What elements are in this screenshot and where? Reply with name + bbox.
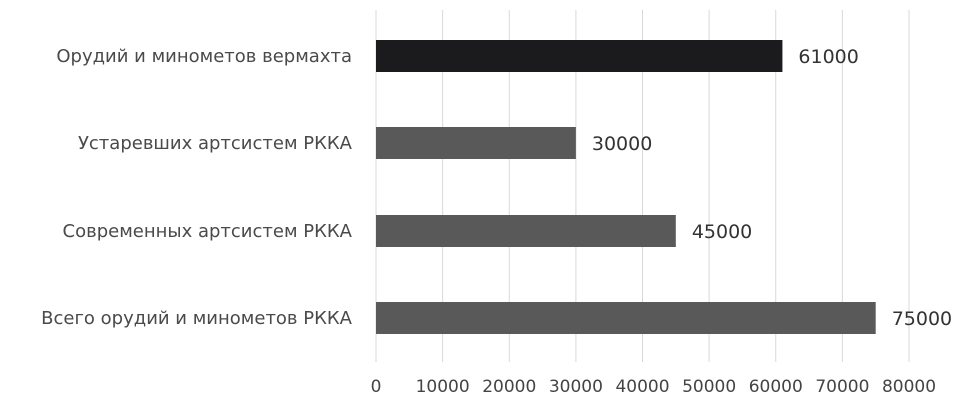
bars [376,40,876,334]
value-label-0: 61000 [798,46,858,68]
bar-1 [376,127,576,159]
value-label-2: 45000 [692,221,752,243]
category-label-1: Устаревших артсистем РККА [78,133,353,154]
x-tick-label-0: 0 [371,377,382,397]
value-labels: 61000 30000 45000 75000 [592,46,952,330]
x-tick-label-5: 50000 [682,377,736,397]
bar-0 [376,40,783,72]
category-label-3: Всего орудий и минометов РККА [41,308,353,329]
value-label-1: 30000 [592,133,652,155]
x-tick-label-4: 40000 [615,377,669,397]
value-label-3: 75000 [892,308,952,330]
category-label-2: Современных артсистем РККА [63,221,353,242]
x-axis-ticks: 0 10000 20000 30000 40000 50000 60000 70000 8000… [371,377,936,397]
x-tick-label-2: 20000 [482,377,536,397]
category-label-0: Орудий и минометов вермахта [56,46,352,67]
category-labels: Орудий и минометов вермахта Устаревших ар… [41,46,353,329]
x-tick-label-8: 80000 [882,377,936,397]
x-tick-label-1: 10000 [416,377,470,397]
bar-2 [376,215,676,247]
x-tick-label-6: 60000 [749,377,803,397]
x-tick-label-3: 30000 [549,377,603,397]
x-tick-label-7: 70000 [815,377,869,397]
bar-3 [376,302,876,334]
